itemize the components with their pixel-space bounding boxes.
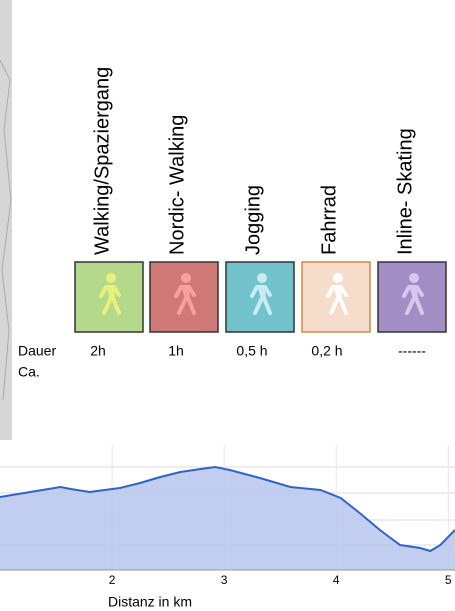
x-axis-label: Distanz in km: [108, 594, 192, 610]
duration: ------: [398, 343, 426, 359]
figure-head: [334, 274, 343, 283]
duration-label: Dauer: [18, 343, 56, 359]
figure-head: [107, 274, 116, 283]
activity-icon: [378, 262, 446, 332]
figure-head: [182, 274, 191, 283]
x-tick-label: 2: [109, 573, 116, 587]
activity-label: Walking/Spaziergang: [91, 67, 113, 255]
duration-note: Ca.: [18, 364, 40, 380]
activity-label: Nordic- Walking: [166, 115, 188, 255]
page: Dauer Ca. Distanz in km Walking/Spazierg…: [0, 0, 455, 611]
x-tick-label: 4: [333, 573, 340, 587]
activity-label: Fahrrad: [318, 185, 340, 255]
map-strip: [0, 0, 12, 440]
duration: 2h: [90, 343, 106, 359]
profile-area: [0, 467, 455, 570]
activity-icon: [150, 262, 218, 332]
activity-icon: [75, 262, 143, 332]
figure-head: [258, 274, 267, 283]
duration: 1h: [168, 343, 184, 359]
x-tick-label: 3: [221, 573, 228, 587]
duration: 0,5 h: [236, 343, 267, 359]
duration: 0,2 h: [311, 343, 342, 359]
activity-label: Jogging: [242, 185, 264, 255]
x-tick-label: 5: [445, 573, 452, 587]
figure-head: [410, 274, 419, 283]
activity-label: Inline- Skating: [394, 128, 416, 255]
screen: Dauer Ca. Distanz in km Walking/Spazierg…: [0, 0, 455, 611]
activity-icon: [302, 262, 370, 332]
activity-icon: [226, 262, 294, 332]
